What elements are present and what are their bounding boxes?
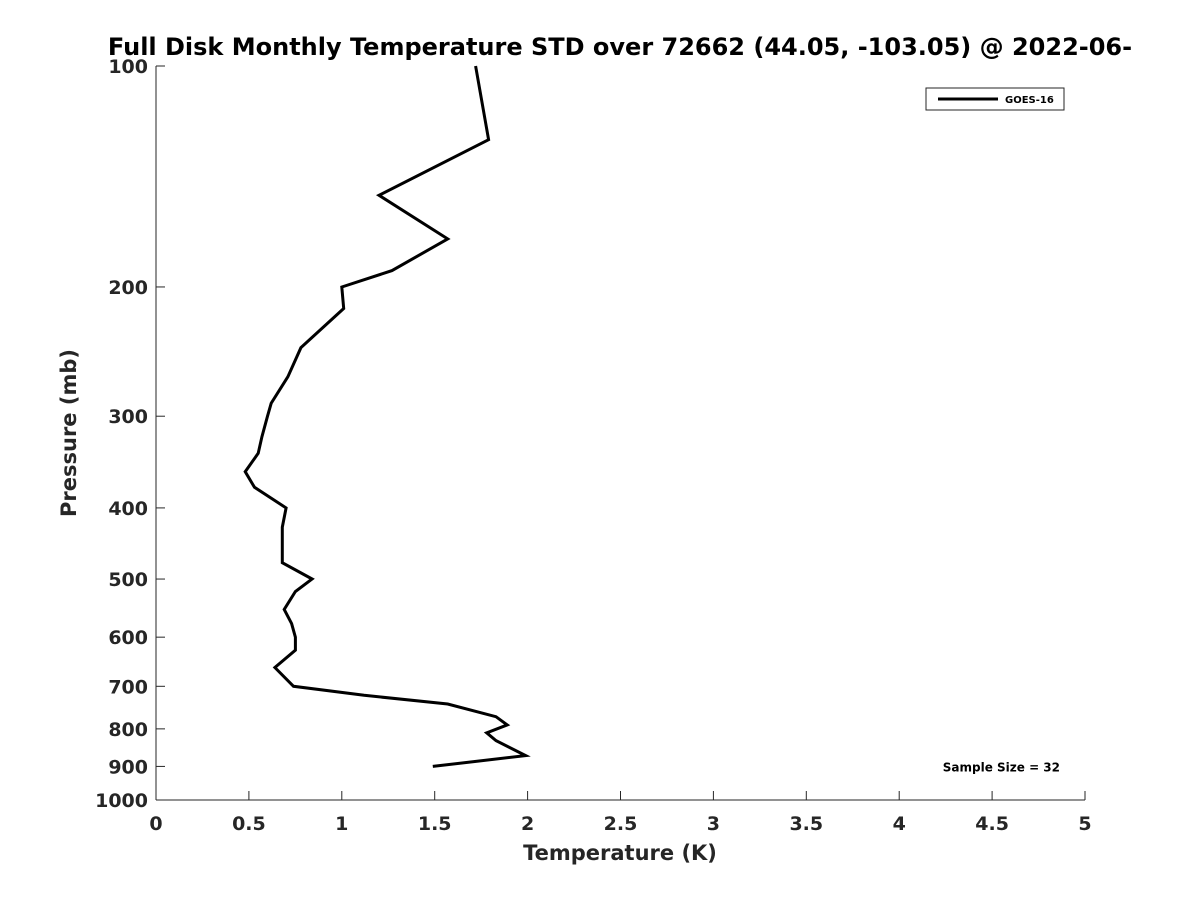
x-axis-label: Temperature (K)	[523, 841, 717, 865]
x-tick-label: 0.5	[232, 813, 266, 835]
x-ticks: 0 0.5 1 1.5 2 2.5 3 3.5 4 4.5 5	[149, 791, 1092, 835]
legend: GOES-16	[925, 87, 1065, 111]
x-tick-label: 3	[707, 813, 720, 835]
chart-title: Full Disk Monthly Temperature STD over 7…	[108, 33, 1132, 61]
x-tick-label: 4.5	[975, 813, 1009, 835]
y-tick-label: 800	[108, 719, 148, 741]
x-tick-label: 4	[893, 813, 906, 835]
y-ticks: 100 200 300 400 500 600 700 800 900 1000	[95, 56, 165, 812]
x-tick-label: 2.5	[604, 813, 638, 835]
x-tick-label: 0	[149, 813, 162, 835]
y-tick-label: 600	[108, 627, 148, 649]
y-tick-label: 100	[108, 56, 148, 78]
y-axis-label: Pressure (mb)	[57, 349, 81, 517]
y-tick-label: 500	[108, 569, 148, 591]
x-tick-label: 2	[521, 813, 534, 835]
y-tick-label: 300	[108, 406, 148, 428]
y-tick-label: 200	[108, 277, 148, 299]
y-tick-label: 400	[108, 498, 148, 520]
x-tick-label: 3.5	[789, 813, 823, 835]
series-layer	[243, 65, 531, 768]
legend-label: GOES-16	[1005, 95, 1054, 106]
y-tick-label: 1000	[95, 790, 148, 812]
x-tick-label: 1	[335, 813, 348, 835]
series-line-goes-16	[243, 65, 531, 768]
sample-size-annotation: Sample Size = 32	[943, 760, 1060, 774]
x-tick-label: 1.5	[418, 813, 452, 835]
x-tick-label: 5	[1078, 813, 1091, 835]
y-tick-label: 700	[108, 676, 148, 698]
y-tick-label: 900	[108, 756, 148, 778]
